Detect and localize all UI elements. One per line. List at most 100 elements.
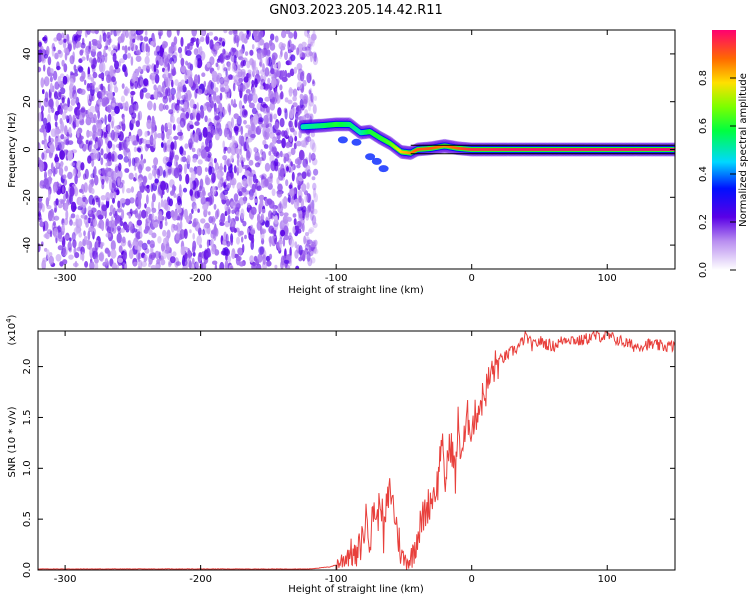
noise-blob [243,196,246,205]
noise-blob [123,156,130,163]
noise-blob [160,198,164,208]
noise-blob [216,208,220,218]
noise-blob [76,130,80,138]
noise-blob [166,86,171,97]
noise-blob [233,199,240,208]
noise-blob [100,148,104,156]
noise-blob [124,168,130,173]
noise-blob [231,117,234,128]
colorbar-tick-label: 0.4 [698,166,709,182]
noise-blob [57,245,64,251]
noise-blob [313,168,319,176]
noise-blob [288,194,291,203]
noise-blob [192,196,196,203]
noise-blob [283,130,288,139]
noise-blob [292,95,297,102]
noise-blob [97,109,100,120]
noise-blob [160,124,165,134]
noise-blob [206,32,210,37]
noise-blob [224,55,231,61]
noise-blob [78,66,84,73]
noise-blob [263,49,268,56]
noise-blob [290,127,295,133]
noise-blob [264,220,270,228]
noise-blob [124,86,129,97]
noise-blob [92,134,96,140]
y-tick-label: 1.5 [22,409,33,425]
noise-blob [155,60,159,69]
noise-blob [301,222,305,233]
noise-blob [106,74,111,84]
noise-blob [210,81,215,90]
noise-blob [88,57,93,63]
noise-blob [85,198,89,205]
noise-blob [67,97,70,108]
noise-blob [215,133,220,141]
noise-blob [125,148,131,153]
noise-blob [176,91,182,100]
noise-blob [294,241,298,249]
noise-blob [219,92,223,101]
noise-blob [171,79,174,88]
noise-blob [47,169,52,177]
noise-blob [265,55,269,67]
noise-blob [121,83,125,89]
noise-blob [64,234,69,240]
noise-blob [222,195,228,201]
noise-blob [170,115,173,123]
noise-blob [214,249,220,256]
y-tick-label: -40 [22,237,33,253]
noise-blob [226,158,231,167]
noise-blob [252,173,257,184]
noise-blob [281,153,288,158]
noise-blob [277,61,281,70]
noise-blob [88,40,92,50]
snr-y-ticks: 0.0 0.5 1.0 1.5 2.0 [22,359,675,578]
noise-blob [91,39,98,44]
noise-blob [49,82,53,93]
noise-blob [201,186,206,196]
noise-blob [223,164,227,173]
noise-blob [119,58,125,64]
noise-blob [201,72,206,77]
noise-blob [114,130,121,136]
noise-blob [210,238,214,248]
noise-blob [274,237,277,245]
noise-blob [104,257,109,267]
noise-blob [186,154,191,165]
noise-blob [73,94,77,100]
noise-blob [214,106,217,118]
noise-blob [242,59,246,67]
noise-blob [251,59,255,71]
noise-blob [238,77,243,83]
noise-blob [209,156,213,165]
noise-blob [121,45,125,51]
noise-blob [244,234,247,240]
snr-panel: -300 -200 -100 0 100 0.0 0.5 1.0 1.5 2.0 Height … [5,314,676,595]
noise-blob [260,229,265,234]
noise-blob [105,162,109,167]
noise-blob [144,55,150,65]
noise-blob [119,220,124,227]
noise-blob [265,83,270,90]
noise-blob [62,259,68,265]
noise-blob [98,73,105,79]
noise-blob [82,238,87,247]
noise-blob [313,95,318,102]
noise-blob [211,215,216,225]
noise-blob [128,172,134,180]
noise-blob [50,128,57,137]
noise-blob [131,43,137,52]
noise-blob [123,106,128,111]
noise-blob [83,230,86,237]
noise-blob [175,232,180,241]
noise-blob [312,79,315,85]
noise-blob [253,147,258,153]
noise-blob [188,76,191,86]
noise-blob [308,89,312,95]
noise-blob [179,146,184,155]
noise-blob [227,208,231,215]
noise-blob [306,165,311,172]
noise-blob [145,166,151,172]
noise-blob [134,81,139,89]
